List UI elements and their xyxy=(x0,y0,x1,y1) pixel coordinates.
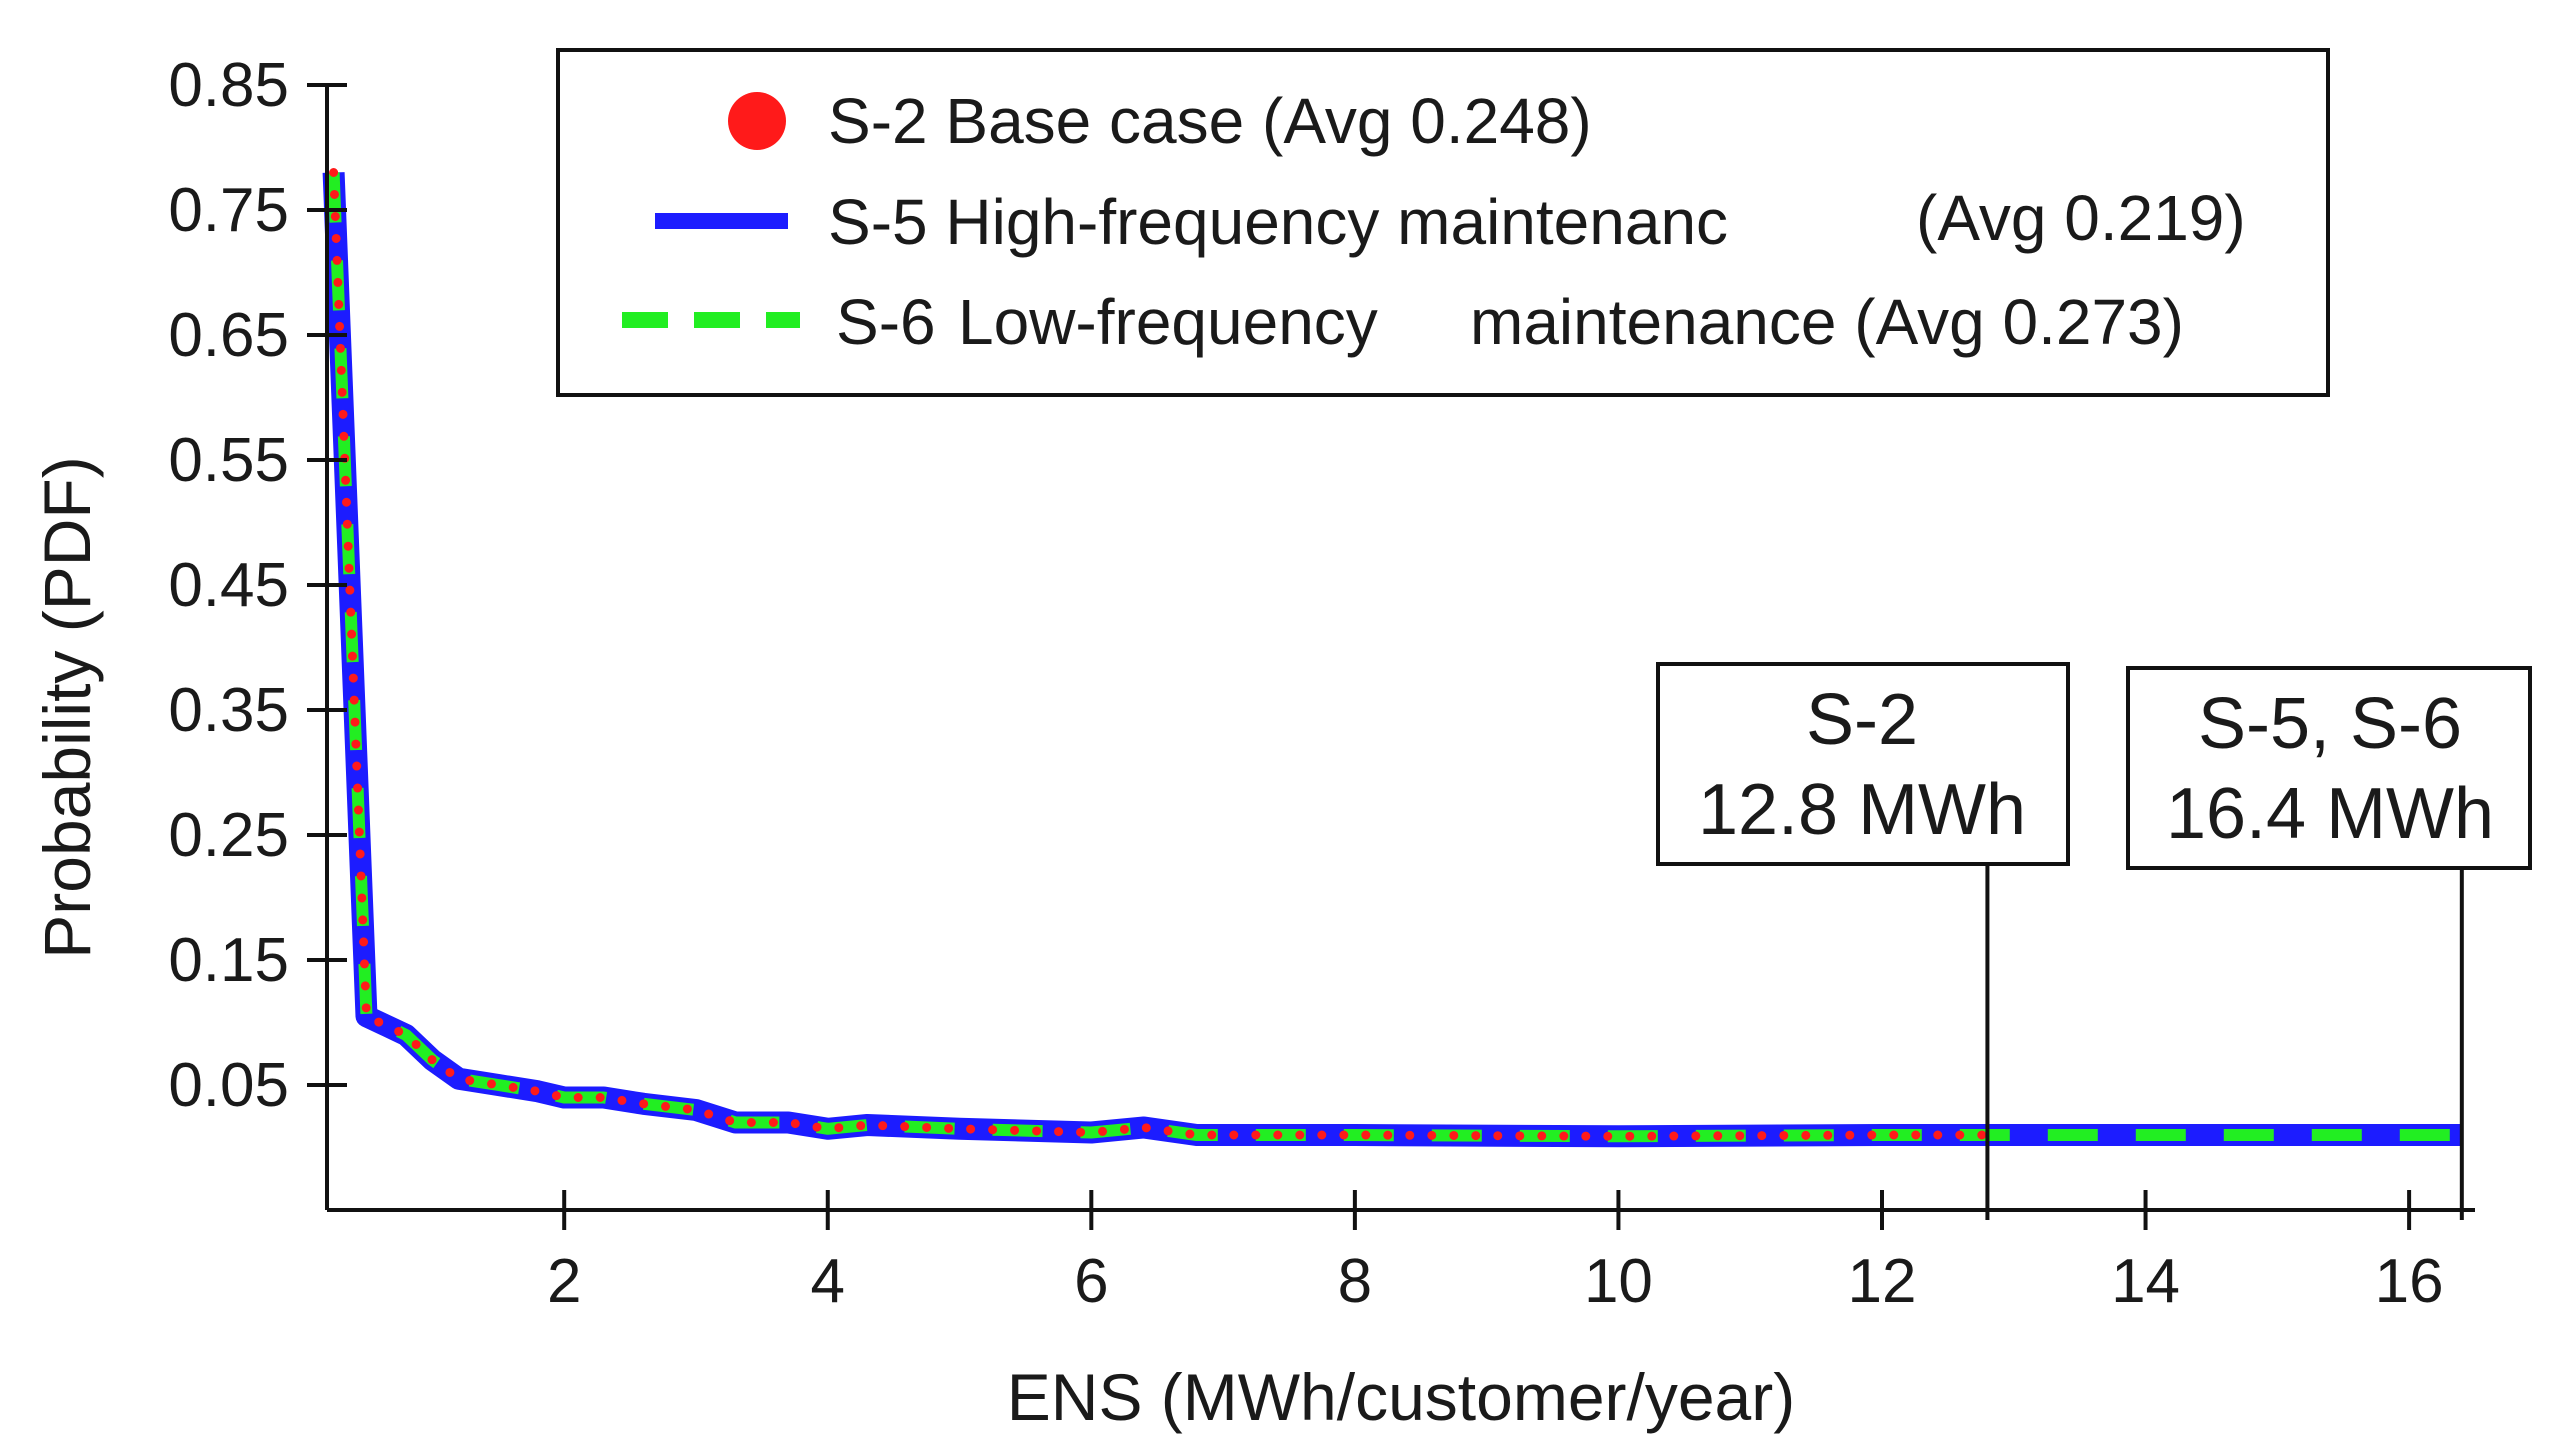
legend-label-s2: S-2 Base case (Avg 0.248) xyxy=(828,85,1592,157)
y-tick-label: 0.25 xyxy=(168,801,289,870)
axes xyxy=(325,85,2475,1212)
y-tick-label: 0.45 xyxy=(168,551,289,620)
series-line-s6 xyxy=(327,172,2462,1143)
y-axis-ticks: 0.85 0.75 0.65 0.55 0.45 0.35 0.25 0.15 0.05 xyxy=(168,51,347,1120)
x-tick-label: 14 xyxy=(2111,1247,2180,1316)
legend-avg-s5: (Avg 0.219) xyxy=(1916,182,2246,254)
x-axis-ticks: 2 4 6 8 10 12 14 16 xyxy=(547,1190,2444,1316)
legend-symbol-s2 xyxy=(728,92,786,150)
legend: S-2 Base case (Avg 0.248) S-5 High-frequ… xyxy=(556,48,2330,397)
legend-box xyxy=(556,48,2330,397)
y-tick-label: 0.35 xyxy=(168,676,289,745)
y-tick-label: 0.05 xyxy=(168,1051,289,1120)
x-tick-label: 12 xyxy=(1848,1247,1917,1316)
annotation-value-label: 16.4 MWh xyxy=(2166,774,2494,854)
x-tick-label: 10 xyxy=(1584,1247,1653,1316)
x-tick-label: 16 xyxy=(2375,1247,2444,1316)
x-tick-label: 6 xyxy=(1074,1247,1108,1316)
legend-label-s6-id: S-6 xyxy=(836,286,936,358)
legend-label-s6-rest: maintenance (Avg 0.273) xyxy=(1470,286,2184,358)
y-axis-title: Probability (PDF) xyxy=(30,456,104,958)
annotation-box xyxy=(1656,662,2070,866)
annotation-scenario-label: S-2 xyxy=(1806,680,1918,760)
x-tick-label: 4 xyxy=(811,1247,845,1316)
y-tick-label: 0.75 xyxy=(168,176,289,245)
annotation-value-label: 12.8 MWh xyxy=(1698,770,2026,850)
x-tick-label: 2 xyxy=(547,1247,581,1316)
annotations: S-2 12.8 MWh S-5, S-6 16.4 MWh xyxy=(1656,662,2532,1220)
y-tick-label: 0.15 xyxy=(168,926,289,995)
series-line-s2 xyxy=(329,168,1992,1141)
legend-label-s6-freq: Low-frequency xyxy=(958,286,1378,358)
x-axis-title: ENS (MWh/customer/year) xyxy=(1007,1360,1795,1434)
series-layer xyxy=(322,168,2462,1148)
annotation-scenario-label: S-5, S-6 xyxy=(2198,684,2462,764)
y-tick-label: 0.65 xyxy=(168,301,289,370)
y-tick-label: 0.55 xyxy=(168,426,289,495)
x-tick-label: 8 xyxy=(1338,1247,1372,1316)
legend-label-s5: S-5 High-frequency maintenanc xyxy=(828,186,1728,258)
y-tick-label: 0.85 xyxy=(168,51,289,120)
annotation-box xyxy=(2126,666,2532,870)
